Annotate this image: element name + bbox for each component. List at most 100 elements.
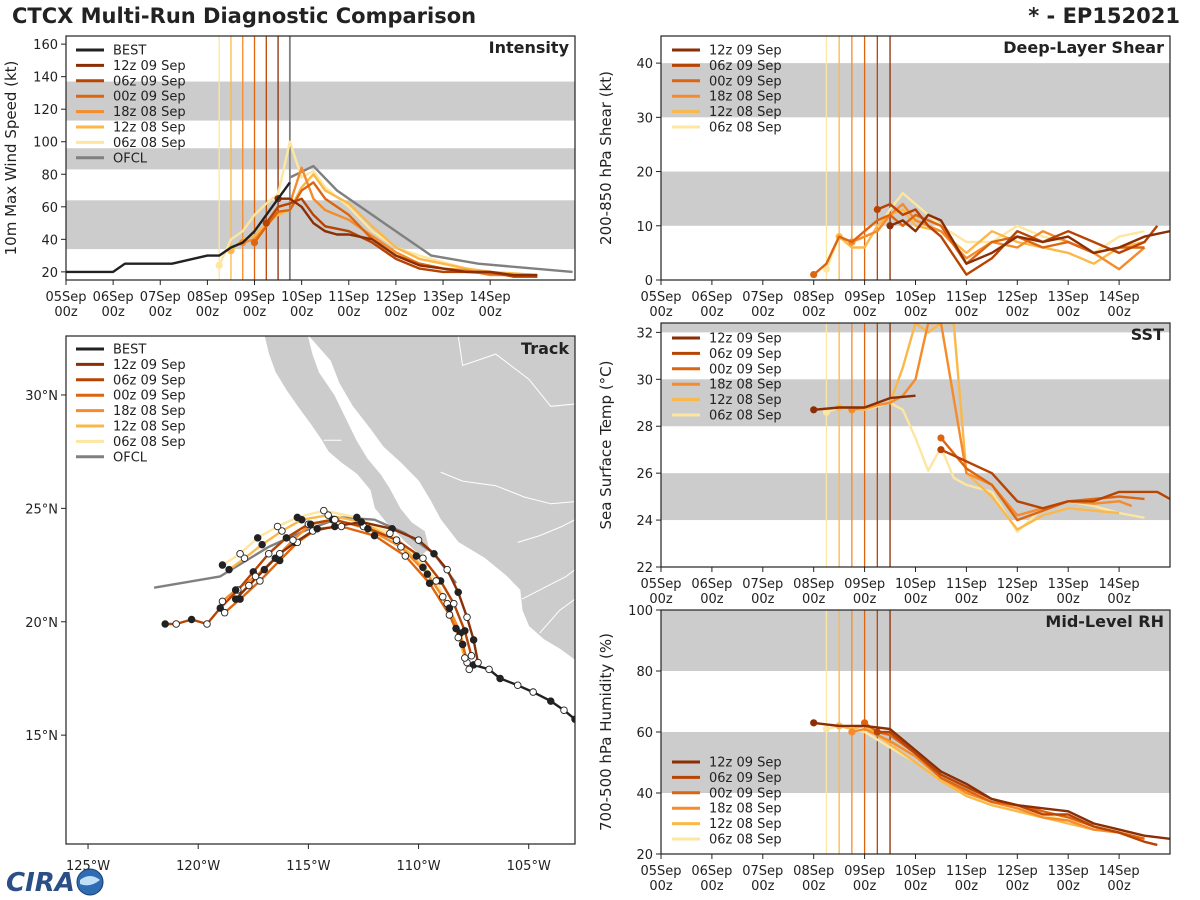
storm-id: * - EP152021 — [1028, 4, 1180, 28]
track-point-00z-09-sep — [401, 552, 410, 560]
sst-ytick-label-32: 32 — [636, 326, 653, 341]
rh-band-1 — [661, 610, 1170, 671]
rh-ylabel: 700-500 hPa Humidity (%) — [597, 633, 615, 831]
track-point-best — [529, 688, 537, 696]
sst-legend-label-06z-08-sep: 06z 08 Sep — [709, 409, 782, 424]
intensity-xtick-label-top-8: 13Sep — [423, 290, 464, 305]
track-title: Track — [521, 339, 569, 358]
sst-ylabel: Sea Surface Temp (°C) — [597, 360, 615, 529]
sst-xtick-label-top-4: 09Sep — [844, 577, 885, 592]
rh-ytick-label-60: 60 — [636, 726, 653, 741]
sst-xtick-label-bottom-2: 00z — [751, 592, 775, 607]
rh-xtick-label-top-8: 13Sep — [1048, 864, 1089, 879]
track-legend-bg — [70, 340, 200, 468]
shear-xtick-label-top-9: 14Sep — [1099, 290, 1140, 305]
track-legend-label-18z-08-sep: 18z 08 Sep — [113, 404, 186, 419]
shear-ytick-label-40: 40 — [636, 57, 653, 72]
track-border-1 — [440, 471, 575, 505]
shear-xtick-label-top-8: 13Sep — [1048, 290, 1089, 305]
rh-xtick-label-bottom-1: 00z — [700, 879, 724, 894]
track-point-18z-08-sep — [231, 586, 240, 594]
track-legend-label-00z-09-sep: 00z 09 Sep — [113, 389, 186, 404]
shear-series-group — [810, 191, 1170, 279]
track-point-18z-08-sep — [271, 554, 280, 563]
track-ytick-label-30: 30°N — [25, 389, 58, 404]
track-point-12z-09-sep — [430, 549, 438, 558]
shear-xtick-label-top-3: 08Sep — [793, 290, 834, 305]
shear-xtick-label-bottom-4: 00z — [853, 305, 877, 320]
rh-xtick-label-bottom-5: 00z — [904, 879, 928, 894]
rh-series-group — [810, 719, 1170, 847]
rh-xtick-label-top-6: 11Sep — [946, 864, 987, 879]
sst-ytick-label-24: 24 — [636, 514, 653, 529]
shear-panel: 01020304005Sep00z06Sep00z07Sep00z08Sep00… — [597, 35, 1171, 320]
sst-init-point-06z-08-sep — [822, 408, 831, 416]
intensity-ytick-label-60: 60 — [41, 201, 58, 216]
track-point-18z-08-sep — [218, 597, 227, 606]
track-point-06z-08-sep — [320, 506, 328, 515]
rh-xtick-label-top-2: 07Sep — [742, 864, 783, 879]
intensity-xtick-label-bottom-3: 00z — [196, 305, 220, 320]
track-point-12z-08-sep — [240, 554, 249, 563]
track-point-00z-09-sep — [256, 577, 264, 585]
track-point-12z-08-sep — [419, 563, 427, 572]
track-point-12z-08-sep — [324, 511, 332, 519]
page-title: CTCX Multi-Run Diagnostic Comparison — [12, 4, 477, 28]
intensity-xtick-label-bottom-1: 00z — [101, 305, 125, 320]
intensity-xtick-label-top-2: 07Sep — [140, 290, 181, 305]
track-point-12z-09-sep — [414, 536, 423, 544]
sst-band-2 — [661, 323, 1170, 333]
shear-xtick-label-top-1: 06Sep — [691, 290, 732, 305]
sst-xtick-label-bottom-6: 00z — [955, 592, 979, 607]
track-point-12z-09-sep — [260, 565, 269, 574]
intensity-xtick-label-top-6: 11Sep — [328, 290, 369, 305]
track-point-06z-09-sep — [282, 534, 291, 542]
shear-init-point-06z-08-sep — [822, 265, 831, 273]
shear-ylabel: 200-850 hPa Shear (kt) — [597, 71, 615, 245]
track-point-best — [571, 715, 575, 724]
sst-series-12z-09-sep — [813, 394, 916, 411]
track-point-best — [513, 681, 522, 690]
track-point-18z-08-sep — [364, 525, 372, 533]
track-point-best — [496, 674, 504, 683]
sst-xtick-label-top-3: 08Sep — [793, 577, 834, 592]
track-point-12z-09-sep — [454, 588, 462, 597]
intensity-panel: 2040608010012014016005Sep00z06Sep00z07Se… — [2, 35, 576, 320]
track-point-00z-09-sep — [445, 611, 454, 619]
track-point-06z-08-sep — [432, 577, 440, 585]
track-point-18z-08-sep — [423, 570, 432, 578]
track-point-06z-08-sep — [412, 552, 421, 560]
intensity-xtick-label-top-4: 09Sep — [234, 290, 275, 305]
track-point-06z-09-sep — [216, 604, 224, 612]
globe-swirl-icon — [80, 876, 100, 886]
sst-ytick-label-28: 28 — [636, 420, 653, 435]
intensity-xtick-label-bottom-7: 00z — [384, 305, 408, 320]
track-point-06z-08-sep — [293, 513, 302, 522]
sst-panel: 22242628303205Sep00z06Sep00z07Sep00z08Se… — [597, 322, 1171, 607]
track-point-best — [485, 665, 493, 674]
rh-xtick-label-top-3: 08Sep — [793, 864, 834, 879]
intensity-legend-label-00z-09-sep: 00z 09 Sep — [113, 90, 186, 105]
rh-xtick-label-bottom-9: 00z — [1107, 879, 1131, 894]
rh-legend-label-18z-08-sep: 18z 08 Sep — [709, 802, 782, 817]
track-xtick-label-125: 125°W — [66, 859, 110, 874]
shear-xtick-label-bottom-9: 00z — [1107, 305, 1131, 320]
sst-xtick-label-top-0: 05Sep — [640, 577, 681, 592]
shear-init-point-12z-09-sep — [886, 222, 894, 230]
intensity-xtick-label-top-3: 08Sep — [187, 290, 228, 305]
intensity-band-1 — [66, 148, 575, 170]
intensity-legend-label-12z-09-sep: 12z 09 Sep — [113, 59, 186, 74]
intensity-xtick-label-bottom-0: 00z — [54, 305, 78, 320]
rh-title: Mid-Level RH — [1045, 612, 1164, 631]
track-border-2 — [457, 336, 575, 407]
track-point-best — [560, 706, 568, 714]
cira-logo-text: CIRA — [6, 868, 75, 898]
shear-legend-label-12z-08-sep: 12z 08 Sep — [709, 105, 782, 120]
shear-title: Deep-Layer Shear — [1003, 38, 1164, 57]
intensity-band-0 — [66, 200, 575, 250]
intensity-init-point-06z-08-sep — [215, 261, 223, 269]
track-panel: 15°N 20°N 25°N 30°N 125°W 120°W 115°W 110°W 105°… — [25, 335, 576, 874]
